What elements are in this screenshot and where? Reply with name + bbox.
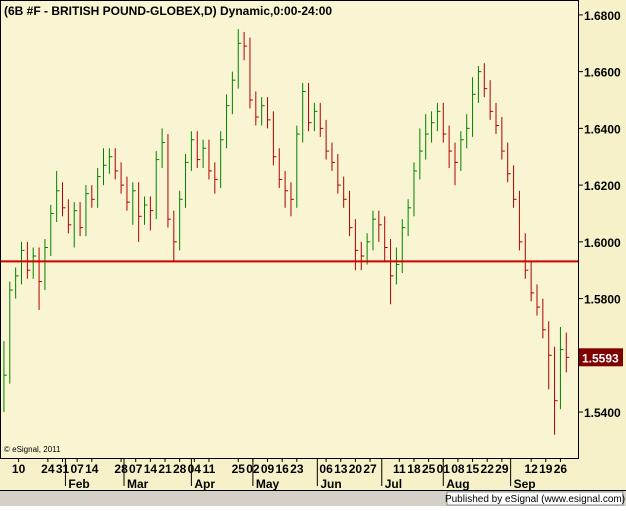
x-tick-label: 14 <box>85 462 99 476</box>
x-tick-label: 28 <box>114 462 128 476</box>
month-label: Aug <box>446 477 469 491</box>
y-tick-label: 1.5800 <box>584 293 621 307</box>
x-tick-label: 27 <box>363 462 377 476</box>
x-tick-label: 28 <box>173 462 187 476</box>
footer-box <box>446 491 624 506</box>
last-price-box <box>579 348 623 367</box>
y-tick-label: 1.6200 <box>584 179 621 193</box>
x-tick-label: 25 <box>422 462 436 476</box>
x-tick-label: 20 <box>349 462 363 476</box>
x-tick-label: 24 <box>41 462 55 476</box>
x-tick-label: 04 <box>188 462 202 476</box>
footer-text: Published by eSignal (www.esignal.com) <box>445 494 625 505</box>
chart-title: (6B #F - BRITISH POUND-GLOBEX,D) Dynamic… <box>4 4 332 18</box>
month-label: Apr <box>194 477 215 491</box>
plot-layer: 1.54001.56001.58001.60001.62001.64001.66… <box>1 9 623 491</box>
x-tick-label: 16 <box>275 462 289 476</box>
y-tick-label: 1.6800 <box>584 9 621 23</box>
x-tick-label: 06 <box>319 462 333 476</box>
x-tick-label: 31 <box>56 462 70 476</box>
y-tick-label: 1.5400 <box>584 406 621 420</box>
y-tick-label: 1.6400 <box>584 122 621 136</box>
plot-area <box>0 0 579 459</box>
y-tick-label: 1.6600 <box>584 66 621 80</box>
month-label: Jun <box>320 477 341 491</box>
x-tick-label: 07 <box>70 462 84 476</box>
x-tick-label: 11 <box>203 462 216 476</box>
x-tick-label: 12 <box>524 462 538 476</box>
x-tick-label: 09 <box>261 462 275 476</box>
month-label: Mar <box>127 477 149 491</box>
x-tick-label: 23 <box>290 462 304 476</box>
month-label: Feb <box>68 477 89 491</box>
x-tick-label: 29 <box>495 462 509 476</box>
month-label: May <box>256 477 280 491</box>
x-tick-label: 10 <box>12 462 26 476</box>
copyright: © eSignal, 2011 <box>4 445 61 454</box>
x-tick-label: 26 <box>554 462 568 476</box>
y-tick-label: 1.6000 <box>584 236 621 250</box>
x-tick-label: 14 <box>144 462 158 476</box>
x-tick-label: 15 <box>466 462 480 476</box>
x-tick-label: 19 <box>539 462 553 476</box>
x-tick-label: 07 <box>129 462 143 476</box>
x-tick-label: 08 <box>451 462 465 476</box>
month-label: Jul <box>385 477 402 491</box>
x-tick-label: 25 <box>232 462 246 476</box>
x-tick-label: 21 <box>158 462 172 476</box>
x-tick-label: 13 <box>334 462 348 476</box>
x-tick-label: 22 <box>481 462 495 476</box>
month-label: Sep <box>514 477 536 491</box>
x-tick-label: 11 <box>393 462 406 476</box>
last-price-label: 1.5593 <box>582 351 619 365</box>
x-tick-label: 18 <box>407 462 421 476</box>
